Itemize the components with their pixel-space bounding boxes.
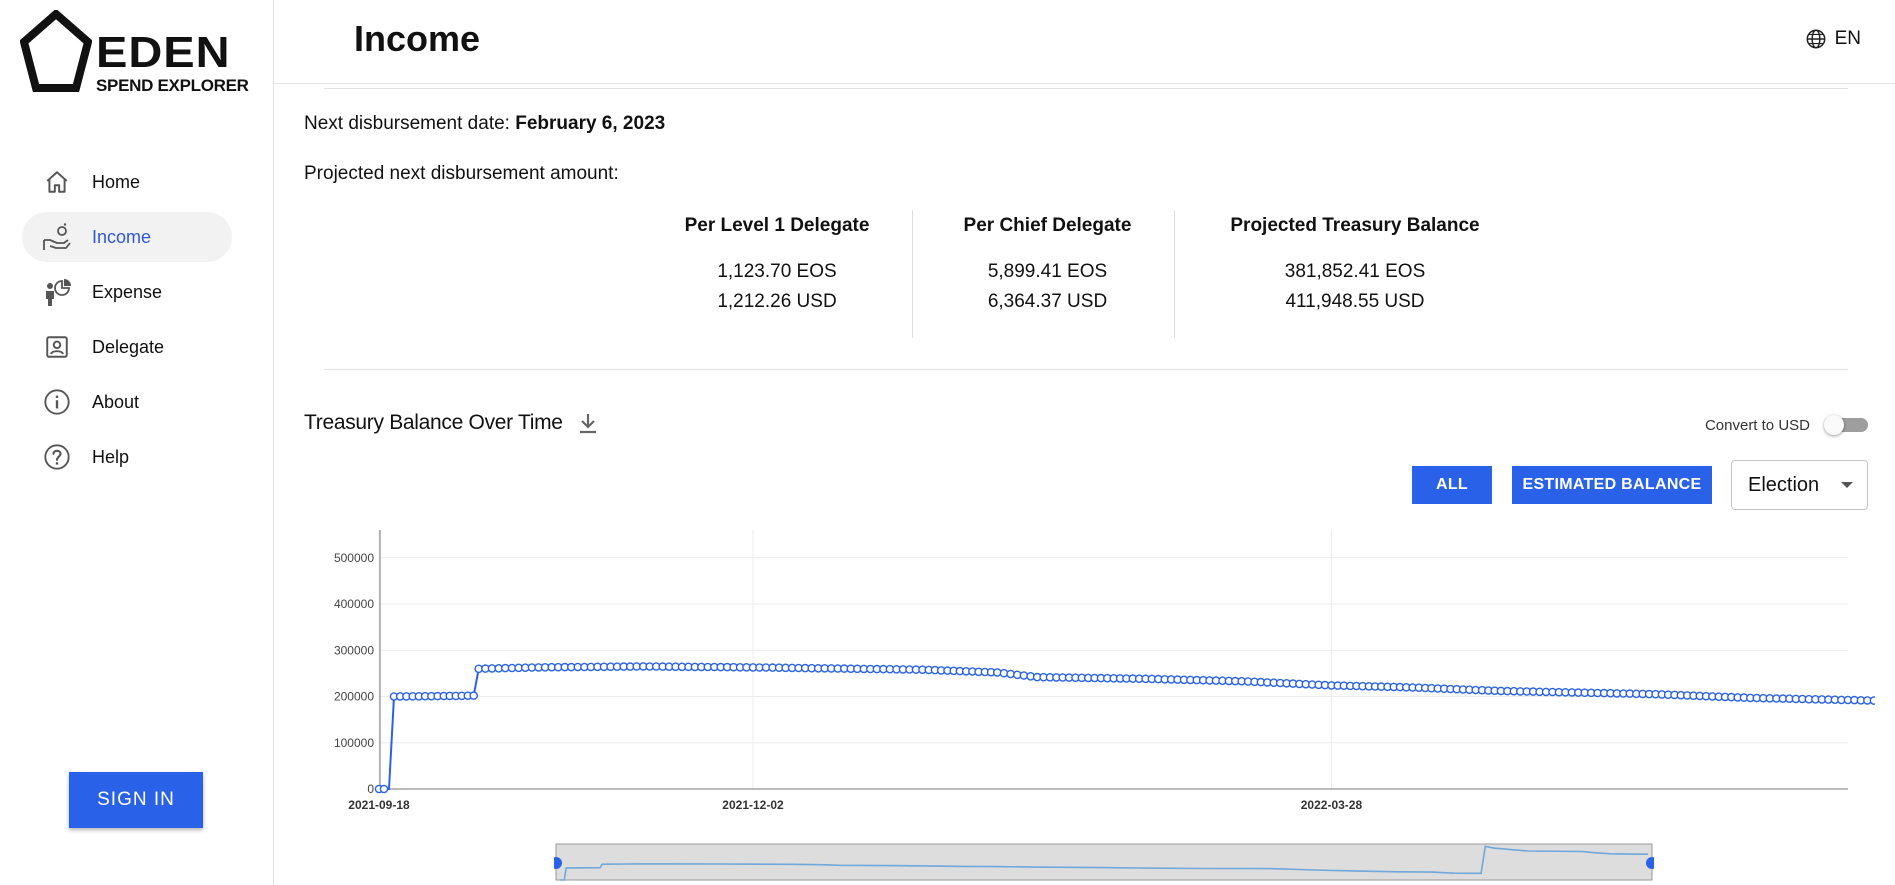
chart-range-navigator[interactable]	[554, 842, 1654, 882]
toggle-thumb	[1824, 415, 1844, 435]
sidebar-item-home[interactable]: Home	[22, 157, 232, 207]
sidebar-item-delegate[interactable]: Delegate	[22, 322, 232, 372]
data-point	[469, 691, 478, 700]
logo-subtitle: SPEND EXPLORER	[96, 76, 249, 95]
stat-divider	[1174, 210, 1175, 338]
stat-usd-value: 6,364.37 USD	[987, 291, 1108, 312]
estimated-balance-button[interactable]: ESTIMATED BALANCE	[1512, 466, 1712, 504]
navigator-window[interactable]	[555, 843, 1653, 881]
sidebar-item-expense[interactable]: Expense	[22, 267, 232, 317]
navigator-line	[560, 845, 1648, 881]
stat-chief-delegate: Per Chief Delegate 5,899.41 EOS 6,364.37…	[930, 210, 1165, 338]
stat-divider	[912, 210, 913, 338]
stat-treasury-balance: Projected Treasury Balance 381,852.41 EO…	[1190, 210, 1520, 338]
series-line	[379, 665, 1875, 790]
select-value: Election	[1748, 473, 1820, 496]
data-point	[379, 784, 389, 794]
sidebar: EDEN SPEND EXPLORER Home Income Expense	[0, 0, 274, 885]
page-title: Income	[354, 18, 481, 59]
y-tick-label: 300000	[334, 643, 374, 657]
y-tick-label: 400000	[334, 597, 374, 611]
x-tick-label: 2021-09-18	[348, 798, 410, 812]
y-tick-label: 100000	[334, 736, 374, 750]
stat-usd-value: 411,948.55 USD	[1285, 291, 1425, 312]
y-tick-label: 500000	[334, 551, 374, 565]
expense-icon	[42, 277, 72, 307]
sidebar-item-label: Delegate	[92, 336, 165, 357]
stat-eos-value: 1,123.70 EOS	[717, 261, 837, 282]
all-button[interactable]: ALL	[1412, 466, 1492, 504]
language-selector[interactable]: EN	[1805, 28, 1861, 50]
sidebar-item-help[interactable]: Help	[22, 432, 232, 482]
stat-eos-value: 5,899.41 EOS	[987, 261, 1108, 282]
sign-in-button[interactable]: SIGN IN	[69, 772, 203, 828]
divider	[324, 369, 1848, 370]
chart-title-text: Treasury Balance Over Time	[304, 411, 563, 434]
next-disbursement-date: Next disbursement date: February 6, 2023	[304, 113, 665, 135]
sidebar-item-about[interactable]: About	[22, 377, 232, 427]
chart-title: Treasury Balance Over Time	[304, 411, 599, 435]
election-select[interactable]: Election	[1731, 460, 1868, 510]
income-icon	[42, 222, 72, 252]
delegate-icon	[42, 332, 72, 362]
sidebar-item-label: Income	[92, 226, 152, 247]
sidebar-item-income[interactable]: Income	[22, 212, 232, 262]
top-header: Income EN	[274, 0, 1895, 84]
convert-usd-control: Convert to USD	[1705, 415, 1868, 435]
language-code: EN	[1834, 28, 1861, 49]
next-date-value: February 6, 2023	[515, 113, 666, 134]
sidebar-item-label: About	[92, 391, 140, 412]
x-tick-label: 2022-03-28	[1301, 798, 1363, 812]
help-icon	[42, 442, 72, 472]
stat-eos-value: 381,852.41 EOS	[1284, 261, 1426, 282]
eden-logo[interactable]: EDEN SPEND EXPLORER	[20, 10, 250, 95]
next-date-label: Next disbursement date:	[304, 113, 516, 134]
sidebar-item-label: Help	[92, 446, 130, 467]
navigator-left-handle[interactable]	[554, 857, 562, 869]
y-tick-label: 200000	[334, 690, 374, 704]
house-logo-icon	[20, 10, 92, 92]
globe-icon	[1805, 28, 1827, 50]
sidebar-item-label: Expense	[92, 281, 163, 302]
y-tick-label: 0	[367, 782, 374, 796]
projected-amount-label: Projected next disbursement amount:	[304, 163, 619, 184]
stat-title: Projected Treasury Balance	[1230, 215, 1480, 236]
caret-down-icon	[1841, 482, 1853, 488]
sidebar-item-label: Home	[92, 171, 141, 192]
download-icon[interactable]	[577, 411, 599, 435]
stat-title: Per Chief Delegate	[963, 215, 1132, 236]
treasury-balance-chart[interactable]: 0 100000 200000 300000 400000 500000 2021-09-1…	[330, 525, 1875, 825]
stat-usd-value: 1,212.26 USD	[717, 291, 837, 312]
stat-title: Per Level 1 Delegate	[684, 215, 870, 236]
convert-usd-toggle[interactable]	[1824, 415, 1868, 435]
sidebar-nav: Home Income Expense Delegate About	[22, 157, 232, 487]
convert-usd-label: Convert to USD	[1704, 416, 1810, 434]
info-icon	[42, 387, 72, 417]
x-tick-label: 2021-12-02	[722, 798, 784, 812]
stat-level1-delegate: Per Level 1 Delegate 1,123.70 EOS 1,212.…	[655, 210, 899, 338]
logo-text: EDEN	[96, 27, 231, 77]
navigator-right-handle[interactable]	[1646, 857, 1654, 869]
data-point	[1869, 696, 1875, 705]
divider	[324, 88, 1848, 89]
home-icon	[42, 167, 72, 197]
